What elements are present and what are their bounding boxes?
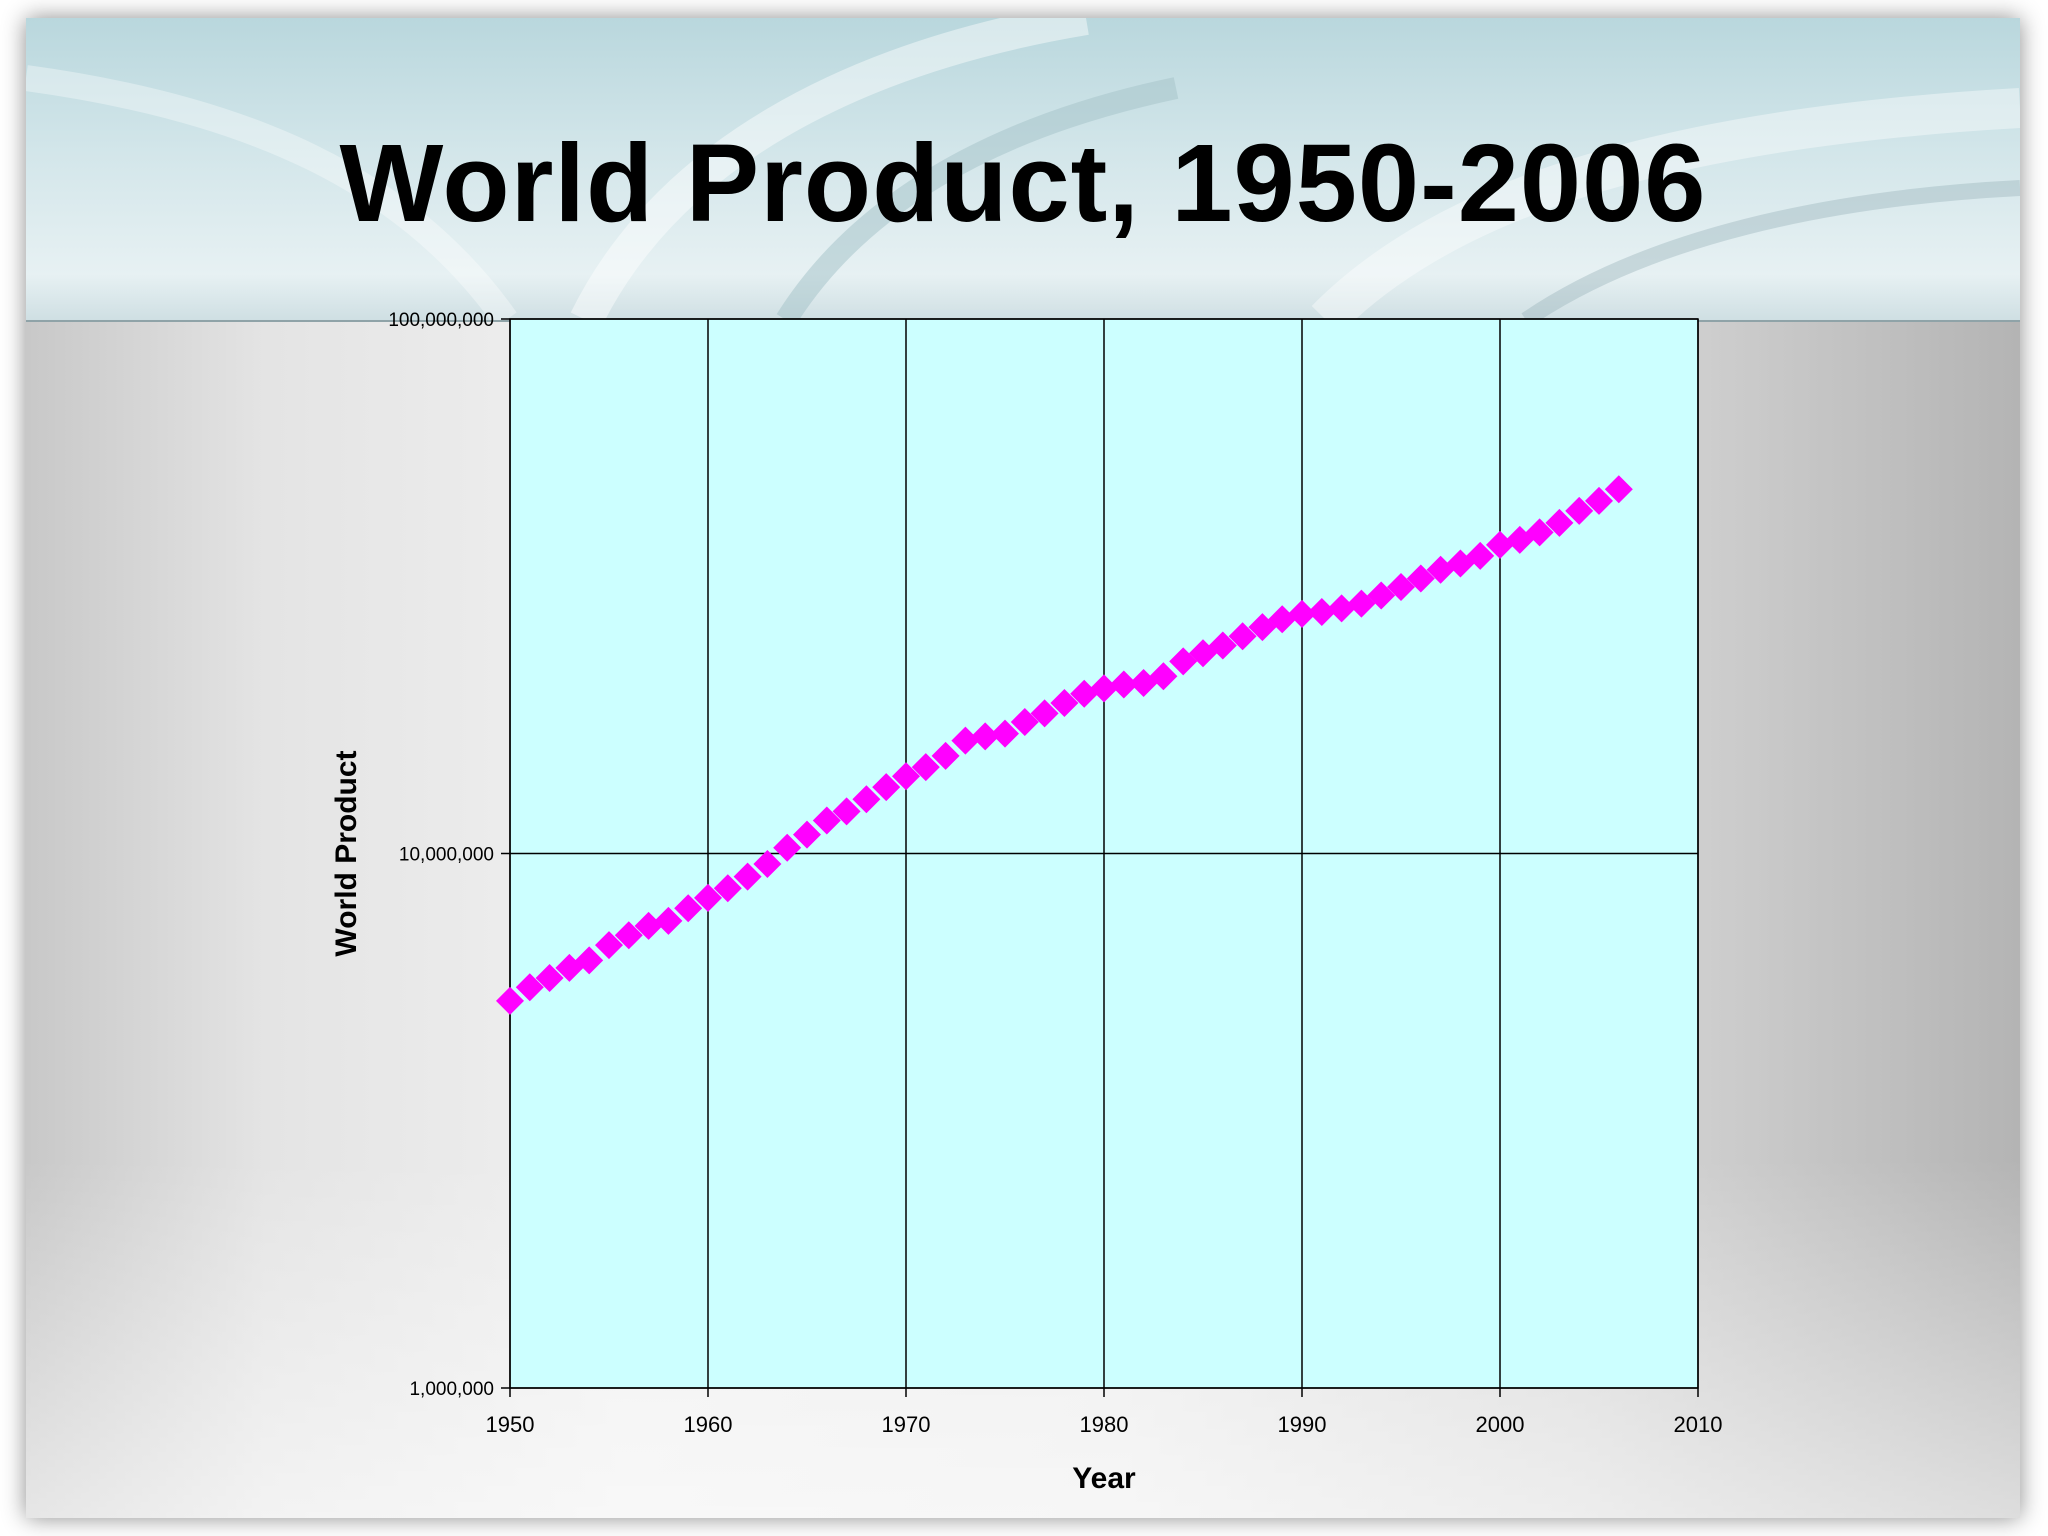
slide-title: World Product, 1950-2006 xyxy=(339,122,1707,245)
x-tick-label: 2010 xyxy=(1674,1412,1723,1437)
data-point xyxy=(1585,486,1613,515)
data-point xyxy=(1545,508,1574,537)
x-tick-label: 2000 xyxy=(1476,1412,1525,1437)
data-point xyxy=(1387,573,1415,602)
data-point xyxy=(575,946,604,975)
data-point xyxy=(852,785,881,814)
data-point xyxy=(1149,662,1178,691)
data-point xyxy=(1466,541,1495,570)
x-tick-labels: 1950 1960 1970 1980 1990 2000 2010 xyxy=(486,1412,1723,1437)
data-point xyxy=(1208,631,1237,660)
data-point xyxy=(1268,605,1297,634)
data-point xyxy=(674,894,703,923)
data-series xyxy=(496,475,1633,1015)
x-tick-label: 1950 xyxy=(486,1412,535,1437)
data-point xyxy=(773,833,802,862)
data-point xyxy=(812,806,841,835)
title-banner: World Product, 1950-2006 xyxy=(26,18,2020,322)
x-tick-label: 1980 xyxy=(1080,1412,1129,1437)
data-point xyxy=(1050,689,1079,718)
data-point xyxy=(1030,699,1059,728)
data-point xyxy=(1228,622,1257,651)
y-axis-label: World Product xyxy=(330,750,363,956)
data-point xyxy=(694,883,722,912)
data-point xyxy=(595,931,623,960)
data-point xyxy=(515,973,544,1002)
y-tick-labels: 1,000,000 10,000,000 100,000,000 xyxy=(388,310,494,1400)
data-point xyxy=(1109,670,1138,699)
data-point xyxy=(496,986,524,1015)
data-point xyxy=(1486,530,1514,559)
data-point xyxy=(931,741,960,770)
y-tick-label: 10,000,000 xyxy=(399,845,494,866)
data-point xyxy=(1406,564,1435,593)
data-point xyxy=(832,797,861,826)
data-point xyxy=(911,753,940,782)
data-point xyxy=(713,874,742,903)
data-point xyxy=(1327,594,1356,623)
x-tick-label: 1990 xyxy=(1278,1412,1327,1437)
data-point xyxy=(1010,708,1039,737)
data-point xyxy=(1090,674,1118,703)
data-point xyxy=(1565,496,1594,525)
data-point xyxy=(614,921,643,950)
y-tick-label: 100,000,000 xyxy=(388,310,494,331)
data-point xyxy=(1604,475,1633,504)
data-point xyxy=(733,862,762,891)
data-point xyxy=(1367,581,1396,610)
data-point xyxy=(793,820,821,849)
data-point xyxy=(892,762,920,791)
data-point xyxy=(654,906,683,935)
axes xyxy=(501,318,1699,1397)
data-point xyxy=(1070,679,1099,708)
data-point xyxy=(991,719,1019,748)
x-axis-label: Year xyxy=(1072,1462,1136,1495)
plot-border xyxy=(509,318,1699,1389)
data-point xyxy=(1525,518,1554,547)
y-tick-label: 1,000,000 xyxy=(409,1379,494,1400)
x-tick-label: 1960 xyxy=(684,1412,733,1437)
data-point xyxy=(535,963,564,992)
data-point xyxy=(872,773,901,802)
banner-swirl-decoration xyxy=(26,18,2020,320)
data-point xyxy=(971,722,1000,751)
data-point xyxy=(634,911,663,940)
data-point xyxy=(753,849,782,878)
data-point xyxy=(1307,598,1336,627)
data-point xyxy=(1288,599,1316,628)
data-point xyxy=(951,726,980,755)
x-tick-label: 1970 xyxy=(882,1412,931,1437)
